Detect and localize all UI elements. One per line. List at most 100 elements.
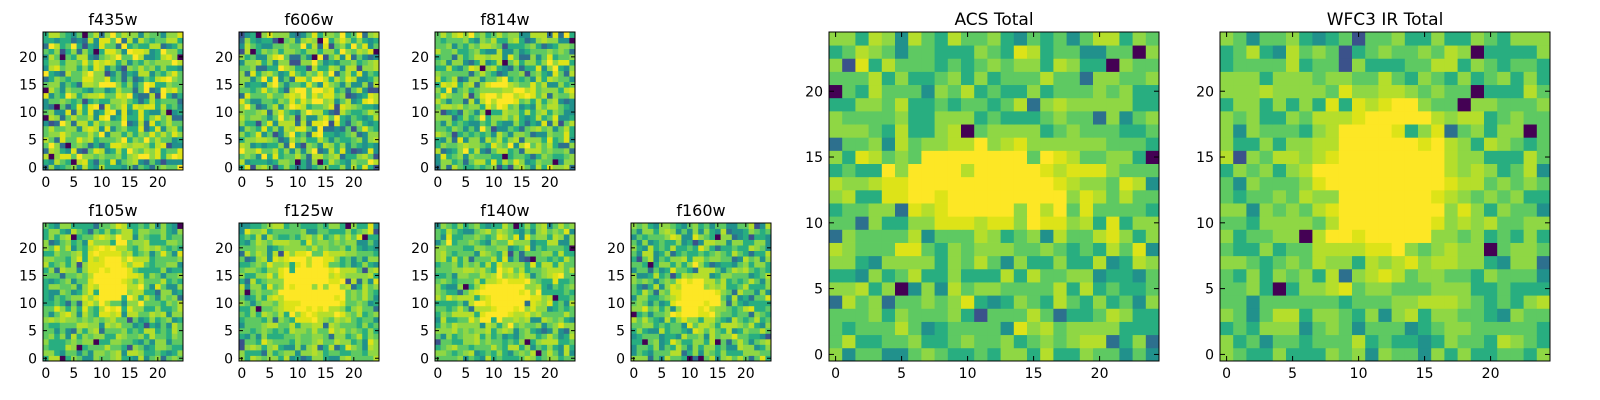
heatmap-cell xyxy=(132,153,139,160)
heatmap-cell xyxy=(569,125,576,132)
heatmap-cell xyxy=(110,289,117,296)
heatmap-cell xyxy=(289,65,296,72)
heatmap-cell xyxy=(367,103,374,110)
heatmap-cell xyxy=(530,147,537,154)
heatmap-cell xyxy=(485,316,492,323)
heatmap-cell xyxy=(138,48,145,55)
heatmap-cell xyxy=(166,92,173,99)
heatmap-cell xyxy=(496,114,503,121)
heatmap-cell xyxy=(272,338,279,345)
heatmap-cell xyxy=(479,103,486,110)
heatmap-cell xyxy=(289,267,296,274)
heatmap-cell xyxy=(636,234,643,240)
heatmap-cell xyxy=(1066,189,1081,204)
heatmap-cell xyxy=(670,250,677,257)
heatmap-cell xyxy=(289,70,296,77)
heatmap-cell xyxy=(339,131,346,138)
heatmap-cell xyxy=(855,282,869,296)
heatmap-cell xyxy=(71,81,77,88)
heatmap-cell xyxy=(339,311,346,318)
heatmap-cell xyxy=(250,32,257,38)
heatmap-cell xyxy=(295,98,301,105)
heatmap-cell xyxy=(334,283,341,290)
heatmap-cell xyxy=(451,245,458,251)
heatmap-cell xyxy=(54,147,61,154)
heatmap-cell xyxy=(367,65,374,72)
heatmap-cell xyxy=(446,114,453,121)
heatmap-cell xyxy=(334,355,341,362)
heatmap-cell xyxy=(726,294,733,301)
heatmap-cell xyxy=(687,250,693,257)
heatmap-cell xyxy=(267,114,273,121)
heatmap-cell xyxy=(339,114,346,121)
heatmap-cell xyxy=(177,349,184,356)
heatmap-cell xyxy=(93,54,100,60)
heatmap-cell xyxy=(339,109,346,116)
heatmap-cell xyxy=(177,322,184,329)
heatmap-cell xyxy=(759,272,766,279)
heatmap-cell xyxy=(547,228,553,235)
heatmap-cell xyxy=(479,120,486,127)
heatmap-cell xyxy=(947,203,962,217)
heatmap-cell xyxy=(715,228,721,235)
heatmap-cell xyxy=(754,316,761,323)
heatmap-cell xyxy=(921,308,935,322)
heatmap-cell xyxy=(636,239,643,246)
heatmap-cell xyxy=(934,334,949,349)
heatmap-cell xyxy=(446,32,453,38)
heatmap-cell xyxy=(300,256,307,263)
heatmap-cell xyxy=(300,43,307,49)
heatmap-cell xyxy=(367,305,374,312)
heatmap-cell xyxy=(110,120,117,127)
heatmap-cell xyxy=(457,158,464,165)
heatmap-cell xyxy=(647,289,654,296)
heatmap-cell xyxy=(908,268,922,283)
heatmap-cell xyxy=(143,92,150,99)
heatmap-cell xyxy=(502,65,509,72)
heatmap-cell xyxy=(373,333,380,340)
heatmap-cell xyxy=(132,147,139,154)
heatmap-cell xyxy=(754,333,761,340)
heatmap-cell xyxy=(306,76,313,83)
heatmap-cell xyxy=(552,114,559,121)
heatmap-cell xyxy=(71,136,77,143)
heatmap-cell xyxy=(54,37,61,44)
heatmap-cell xyxy=(446,245,453,251)
heatmap-cell xyxy=(507,316,514,323)
heatmap-cell xyxy=(93,48,100,55)
heatmap-cell xyxy=(653,311,660,318)
heatmap-cell xyxy=(703,278,710,285)
heatmap-cell xyxy=(642,228,649,235)
heatmap-cell xyxy=(289,344,296,351)
heatmap-cell xyxy=(440,316,447,323)
heatmap-cell xyxy=(720,333,727,340)
heatmap-cell xyxy=(110,65,117,72)
heatmap-cell xyxy=(99,349,105,356)
heatmap-cell xyxy=(563,267,570,274)
heatmap-cell xyxy=(895,163,909,178)
heatmap-cell xyxy=(138,32,145,38)
heatmap-cell xyxy=(754,272,761,279)
heatmap-cell xyxy=(289,311,296,318)
heatmap-cell xyxy=(541,327,548,334)
heatmap-cell xyxy=(356,147,363,154)
heatmap-cell xyxy=(974,163,988,178)
heatmap-cell xyxy=(496,278,503,285)
heatmap-cell xyxy=(642,289,649,296)
heatmap-cell xyxy=(468,344,475,351)
heatmap-cell xyxy=(1093,321,1107,336)
heatmap-cell xyxy=(121,327,128,334)
heatmap-cell xyxy=(670,234,677,240)
heatmap-cell xyxy=(547,261,553,268)
heatmap-cell xyxy=(278,245,285,251)
heatmap-cell xyxy=(675,234,682,240)
heatmap-cell xyxy=(631,349,637,356)
heatmap-cell xyxy=(334,37,341,44)
heatmap-cell xyxy=(552,136,559,143)
heatmap-cell xyxy=(692,294,699,301)
heatmap-cell xyxy=(468,327,475,334)
heatmap-cell xyxy=(244,294,251,301)
heatmap-cell xyxy=(513,338,520,345)
heatmap-cell xyxy=(367,250,374,257)
heatmap-cell xyxy=(351,153,357,160)
